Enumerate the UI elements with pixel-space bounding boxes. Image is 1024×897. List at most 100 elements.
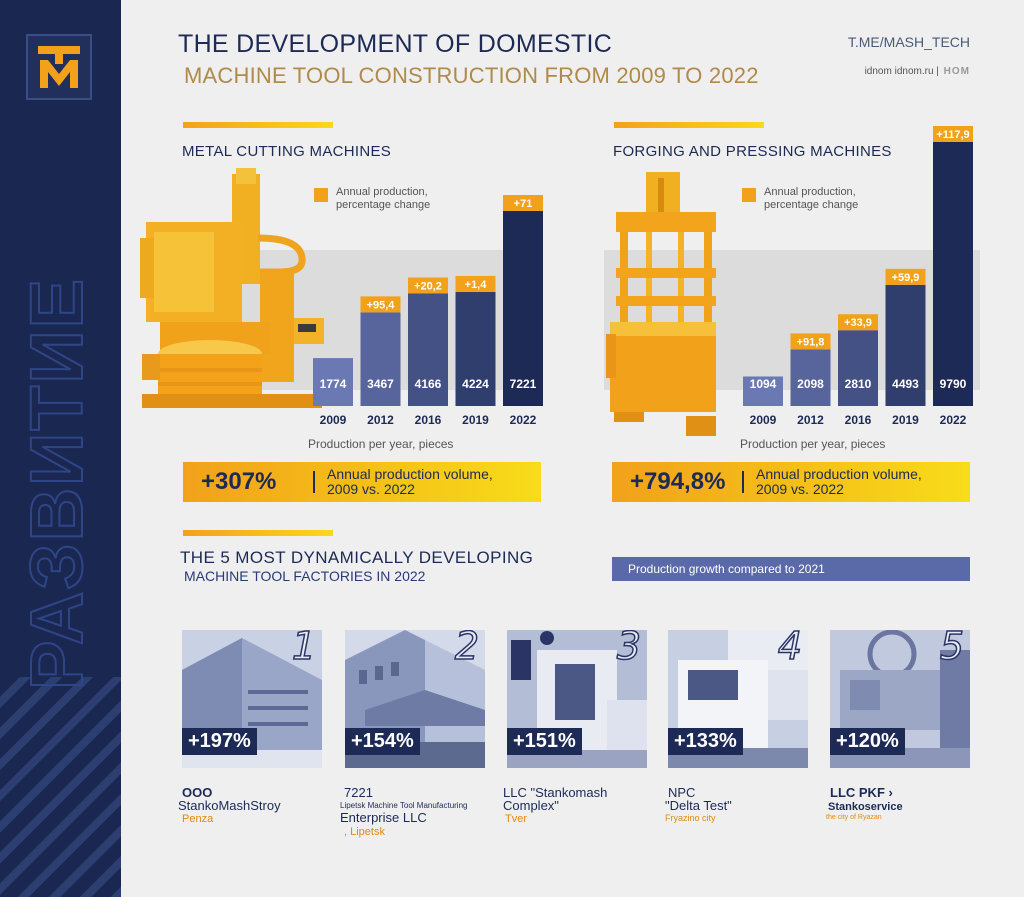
x-tick-label: 2016 [415,413,442,427]
metal-bar-chart: 1774 2009 3467 2012 +95,4 4166 2016 +20,2 4224 20… [313,195,543,427]
source-text: idnom idnom.ru | [864,66,939,77]
metal-section-title: METAL CUTTING MACHINES [182,143,392,160]
summary-divider [313,471,315,493]
factory-name-5b: Stankoservice [828,801,903,813]
forging-caption: Production per year, pieces [740,437,886,451]
factory-card-1: 1 +197% [182,630,322,768]
metal-summary: +307% Annual production volume, 2009 vs. … [183,462,541,502]
forging-summary-line2: 2009 vs. 2022 [756,481,844,497]
x-tick-label: 2019 [462,413,489,427]
bar-value-label: 1094 [750,377,777,391]
bar-2022 [933,142,973,406]
x-tick-label: 2019 [892,413,919,427]
factory-rank: 5 [939,630,965,669]
factory-name-5a: LLC PKF › [830,785,893,800]
factory-growth-badge: +151% [507,728,582,755]
change-badge [838,314,878,331]
bar-value-label: 1774 [320,377,347,391]
bar-value-label: 4224 [462,377,489,391]
bar-value-label: 4493 [892,377,919,391]
forging-accent-bar [614,122,764,128]
bar-value-label: 2810 [845,377,872,391]
metal-summary-value: +307% [201,468,277,495]
press-machine-illustration [606,172,716,436]
change-label: +33,9 [844,317,872,329]
factory-card-5: 5 +120% [830,630,970,768]
factory-name-2-small: Lipetsk Machine Tool Manufacturing [340,801,468,810]
logo [26,34,92,100]
x-tick-label: 2016 [845,413,872,427]
page-subtitle: MACHINE TOOL CONSTRUCTION FROM 2009 TO 2… [184,63,759,88]
factory-name-3a: LLC "Stankomash [503,785,608,800]
factory-card-4: 4 +133% [668,630,808,768]
bar-2012 [360,312,401,406]
forging-section-title: FORGING AND PRESSING MACHINES [613,143,892,160]
x-tick-label: 2022 [940,413,967,427]
bar-2019 [885,284,926,406]
forging-legend: Annual production, percentage change [742,186,858,212]
metal-accent-bar [183,122,333,128]
legend-swatch [314,188,328,202]
vertical-word: РАЗВИТИЕ [24,277,94,690]
factory-rank: 2 [454,630,480,669]
factory-growth-badge: +154% [345,728,420,755]
x-tick-label: 2009 [320,413,347,427]
channel-link[interactable]: T.ME/MASH_TECH [847,34,970,50]
x-tick-label: 2012 [797,413,824,427]
bar-2012 [790,349,831,406]
source-label: idnom idnom.ru | НОМ [865,66,970,77]
source-brand: НОМ [943,66,970,77]
bar-2016 [408,293,448,406]
change-label: +91,8 [797,336,825,348]
bar-value-label: 7221 [510,377,537,391]
change-badge [885,268,926,285]
sidebar-stripes [0,677,121,897]
change-label: +1,4 [465,279,488,291]
change-badge [503,195,543,211]
summary-divider [742,471,744,493]
factory-name-4b: "Delta Test" [665,798,732,813]
factory-rank: 1 [291,630,317,669]
factory-rank: 4 [777,630,803,669]
factory-city-4: Fryazino city [665,813,716,823]
metal-caption: Production per year, pieces [308,437,454,451]
factory-name-2b: Enterprise LLC [340,810,427,825]
change-badge [408,277,448,294]
factory-city-1: Penza [182,813,214,825]
lathe-machine-illustration [140,168,324,408]
factory-name-2a: 7221 [344,785,373,800]
bar-2009 [743,376,783,406]
factory-growth-badge: +120% [830,728,905,755]
legend-line2: percentage change [764,199,859,211]
bar-value-label: 9790 [940,377,967,391]
forging-bar-chart: 1094 2009 2098 2012 +91,8 2810 2016 +33,9 4493 20… [743,126,973,427]
forging-summary: +794,8% Annual production volume, 2009 vs… [612,462,970,502]
bar-value-label: 4166 [415,377,442,391]
legend-line2: percentage change [336,199,431,211]
factory-photo-1 [182,630,322,768]
factory-name-3b: Complex" [503,798,559,813]
factory-name-1b: StankoMashStroy [178,798,281,813]
vertical-word-graphic: РАЗВИТИЕ [24,276,94,691]
sidebar: РАЗВИТИЕ [0,0,121,897]
bar-2022 [503,211,543,406]
factory-city-2: , Lipetsk [344,826,385,838]
change-label: +95,4 [367,299,396,311]
metal-summary-line2: 2009 vs. 2022 [327,481,415,497]
forging-summary-value: +794,8% [630,468,726,495]
factory-card-3: 3 +151% [507,630,647,768]
factories-accent-bar [183,530,333,536]
factory-growth-badge: +197% [182,728,257,755]
factories-subtitle: MACHINE TOOL FACTORIES IN 2022 [184,568,426,584]
x-tick-label: 2012 [367,413,394,427]
factory-card-2: 2 +154% [345,630,485,768]
change-label: +59,9 [892,272,920,284]
bar-2009 [313,358,353,406]
x-tick-label: 2009 [750,413,777,427]
bar-value-label: 2098 [797,377,824,391]
metal-legend: Annual production, percentage change [314,186,430,212]
change-label: +117,9 [936,129,969,141]
change-badge [455,275,496,292]
legend-swatch [742,188,756,202]
change-badge [933,126,973,142]
